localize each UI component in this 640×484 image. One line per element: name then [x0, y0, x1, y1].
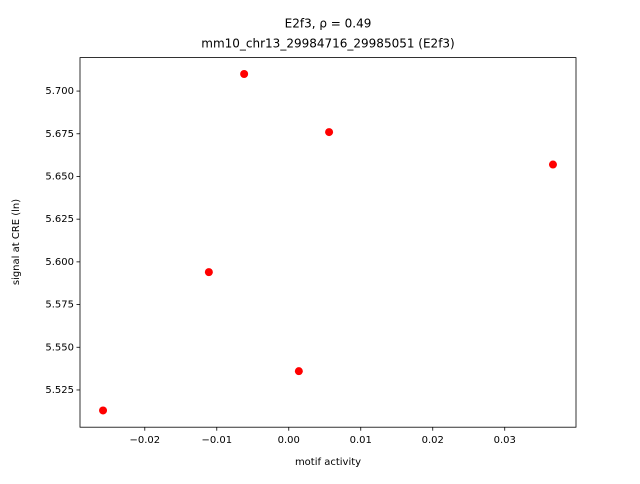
chart-subtitle: mm10_chr13_29984716_29985051 (E2f3) — [201, 37, 454, 51]
x-tick-label: 0.00 — [278, 435, 300, 446]
y-tick-label: 5.525 — [45, 385, 74, 396]
x-tick-label: −0.01 — [201, 435, 232, 446]
chart-title: E2f3, ρ = 0.49 — [285, 17, 372, 31]
y-tick-label: 5.625 — [45, 214, 74, 225]
point — [99, 406, 108, 415]
y-tick-label: 5.550 — [45, 342, 74, 353]
plot-frame — [79, 57, 577, 428]
point — [240, 69, 249, 78]
y-tick-label: 5.600 — [45, 257, 74, 268]
point — [204, 268, 213, 277]
y-tick-label: 5.700 — [45, 86, 74, 97]
x-tick-label: 0.01 — [350, 435, 372, 446]
y-tick-label: 5.575 — [45, 300, 74, 311]
point — [325, 128, 334, 137]
point — [294, 367, 303, 376]
x-tick-label: −0.02 — [129, 435, 160, 446]
y-axis-label: signal at CRE (ln) — [11, 199, 22, 285]
x-axis-label: motif activity — [295, 457, 361, 468]
x-tick-label: 0.02 — [422, 435, 444, 446]
point — [548, 160, 557, 169]
x-tick-label: 0.03 — [494, 435, 516, 446]
y-tick-label: 5.675 — [45, 129, 74, 140]
y-tick-label: 5.650 — [45, 171, 74, 182]
